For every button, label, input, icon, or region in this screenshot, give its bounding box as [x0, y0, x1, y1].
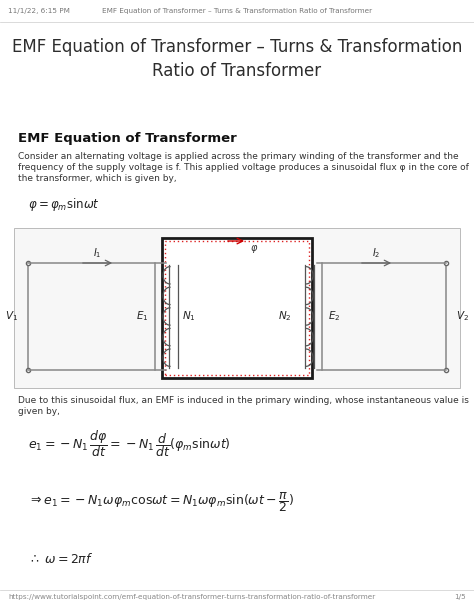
Text: https://www.tutorialspoint.com/emf-equation-of-transformer-turns-transformation-: https://www.tutorialspoint.com/emf-equat… — [8, 594, 375, 600]
Bar — [162, 238, 312, 378]
Text: $N_2$: $N_2$ — [278, 310, 292, 324]
Text: EMF Equation of Transformer – Turns & Transformation Ratio of Transformer: EMF Equation of Transformer – Turns & Tr… — [102, 8, 372, 14]
Text: given by,: given by, — [18, 407, 60, 416]
Text: $V_2$: $V_2$ — [456, 310, 469, 324]
Text: frequency of the supply voltage is f. This applied voltage produces a sinusoidal: frequency of the supply voltage is f. Th… — [18, 163, 469, 172]
Text: $N_1$: $N_1$ — [182, 310, 196, 324]
Text: 1/5: 1/5 — [454, 594, 466, 600]
Bar — [14, 228, 460, 388]
Text: $I_1$: $I_1$ — [93, 246, 102, 260]
Text: EMF Equation of Transformer – Turns & Transformation
Ratio of Transformer: EMF Equation of Transformer – Turns & Tr… — [12, 38, 462, 80]
Text: $e_1 = -N_1\,\dfrac{d\varphi}{dt} = -N_1\,\dfrac{d}{dt}(\varphi_m\mathrm{sin}\om: $e_1 = -N_1\,\dfrac{d\varphi}{dt} = -N_1… — [28, 428, 231, 459]
Text: $\therefore\; \omega = 2\pi f$: $\therefore\; \omega = 2\pi f$ — [28, 552, 93, 566]
Bar — [165, 241, 309, 375]
Text: EMF Equation of Transformer: EMF Equation of Transformer — [18, 132, 237, 145]
Text: the transformer, which is given by,: the transformer, which is given by, — [18, 174, 177, 183]
Text: $E_2$: $E_2$ — [328, 310, 340, 324]
Text: $E_1$: $E_1$ — [137, 310, 149, 324]
Text: $\varphi$: $\varphi$ — [250, 243, 258, 255]
Text: Due to this sinusoidal flux, an EMF is induced in the primary winding, whose ins: Due to this sinusoidal flux, an EMF is i… — [18, 396, 469, 405]
Text: $\Rightarrow e_1 = -N_1\omega\varphi_m\mathrm{cos}\omega t = N_1\omega\varphi_m\: $\Rightarrow e_1 = -N_1\omega\varphi_m\m… — [28, 490, 294, 514]
Text: 11/1/22, 6:15 PM: 11/1/22, 6:15 PM — [8, 8, 70, 14]
Text: $V_1$: $V_1$ — [5, 310, 18, 324]
Text: Consider an alternating voltage is applied across the primary winding of the tra: Consider an alternating voltage is appli… — [18, 152, 459, 161]
Text: $\varphi = \varphi_m \mathrm{sin}\omega t$: $\varphi = \varphi_m \mathrm{sin}\omega … — [28, 196, 100, 213]
Text: $I_2$: $I_2$ — [372, 246, 381, 260]
